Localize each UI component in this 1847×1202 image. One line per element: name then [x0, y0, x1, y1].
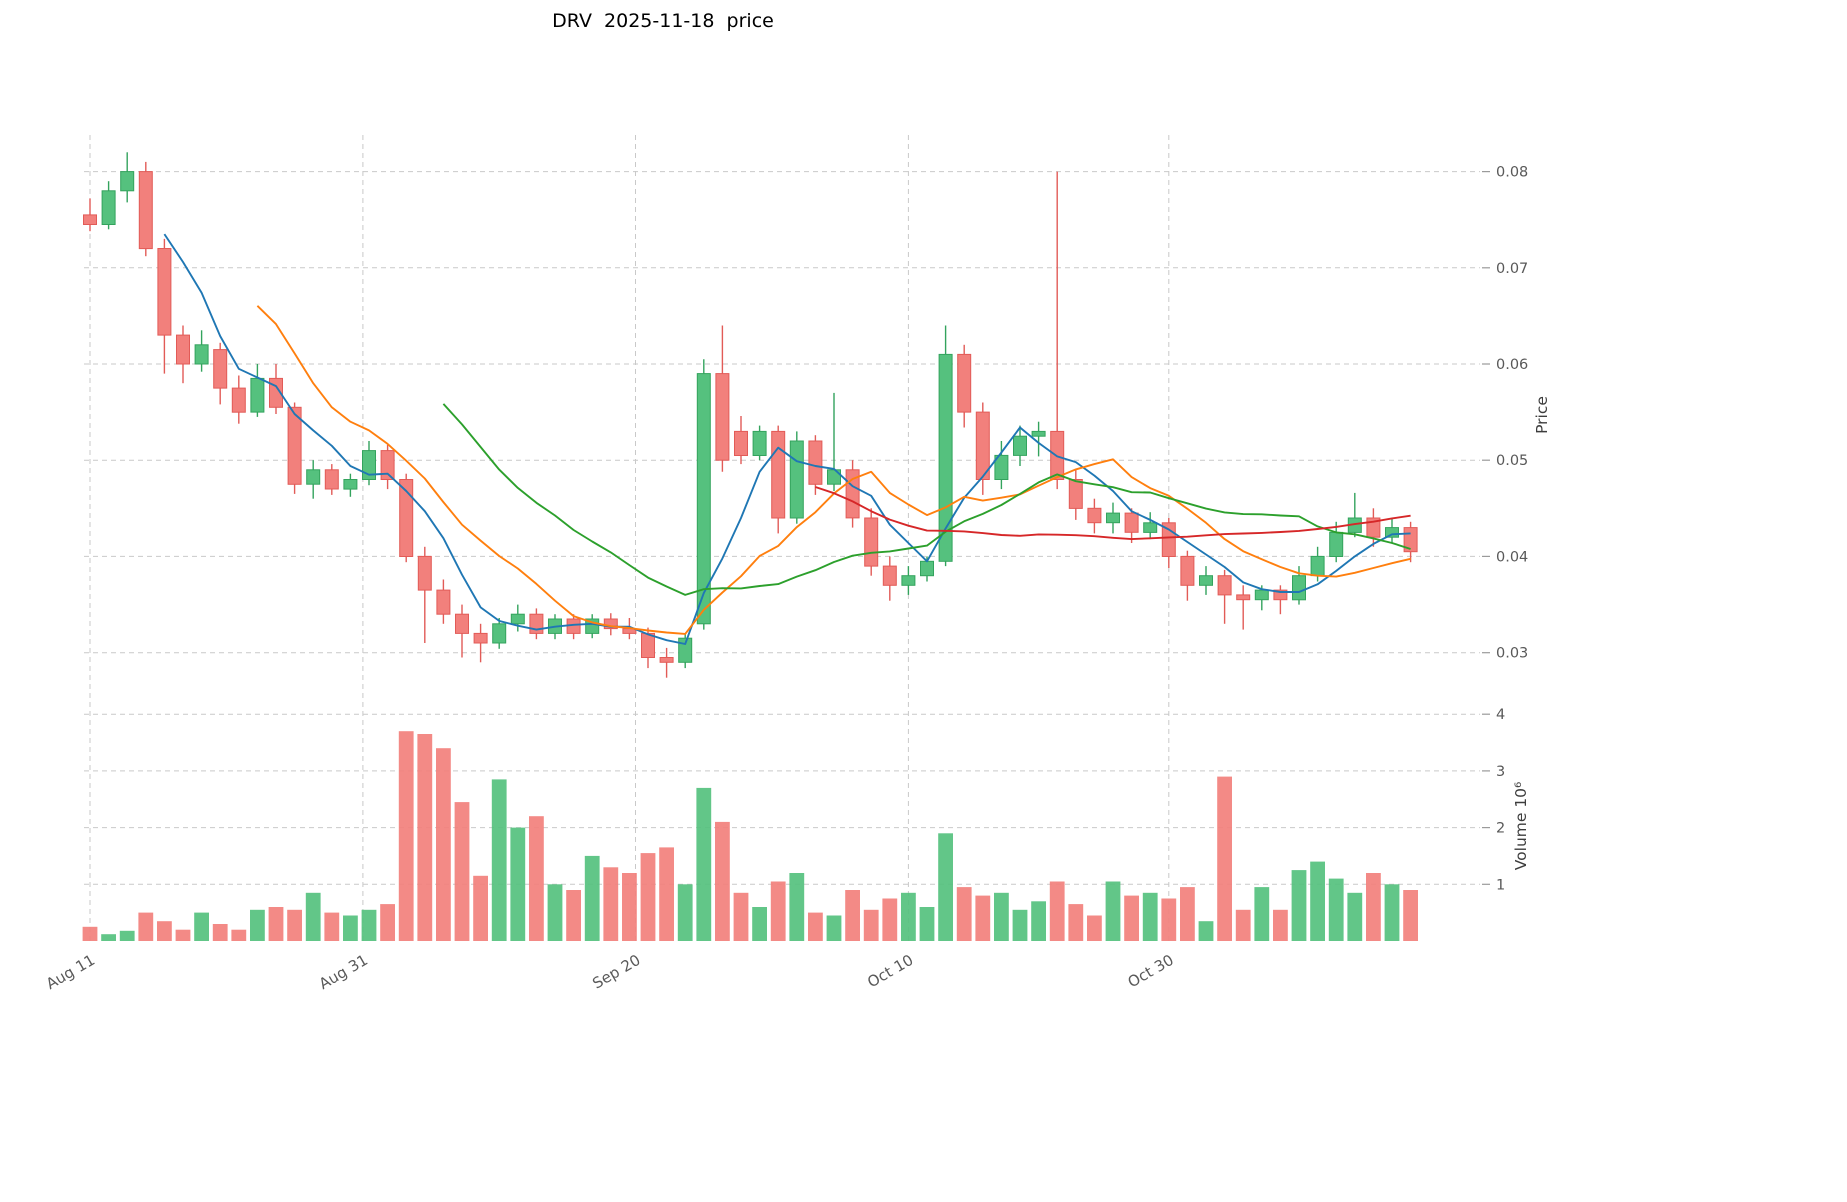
volume-tick-label: 3	[1496, 764, 1505, 780]
candles-layer	[83, 152, 1418, 678]
x-tick-label: Oct 10	[864, 951, 916, 991]
price-axis-label: Price	[1533, 396, 1551, 434]
axis-titles: Price Volume 10⁶	[1512, 396, 1551, 870]
ma-longest-line	[815, 486, 1411, 541]
price-tick-label: 0.03	[1496, 646, 1528, 662]
x-axis-labels: Aug 11 Aug 31 Sep 20 Oct 10 Oct 30	[43, 951, 1177, 993]
volume-axis-label: Volume 10⁶	[1512, 782, 1530, 871]
ma-short-line	[163, 233, 1411, 645]
price-tick-label: 0.05	[1496, 453, 1528, 469]
ma-lines-layer	[163, 233, 1411, 645]
volume-bars-layer	[82, 731, 1418, 941]
ma-long-line	[442, 403, 1411, 596]
volume-tick-label: 1	[1496, 877, 1505, 893]
price-tick-label: 0.06	[1496, 357, 1528, 373]
chart-title: DRV 2025-11-18 price	[552, 10, 774, 32]
grid-layer	[84, 135, 1480, 941]
x-tick-label: Sep 20	[589, 951, 643, 993]
price-tick-label: 0.04	[1496, 549, 1528, 565]
x-tick-label: Aug 31	[316, 951, 371, 993]
volume-tick-label: 4	[1496, 707, 1505, 723]
x-tick-label: Aug 11	[43, 951, 98, 993]
price-tick-label: 0.08	[1496, 165, 1528, 181]
right-axis-ticks: 0.03 0.04 0.05 0.06 0.07 0.08 1 2 3 4	[1482, 165, 1528, 893]
volume-tick-label: 2	[1496, 821, 1505, 837]
price-tick-label: 0.07	[1496, 261, 1528, 277]
x-tick-label: Oct 30	[1125, 951, 1177, 991]
